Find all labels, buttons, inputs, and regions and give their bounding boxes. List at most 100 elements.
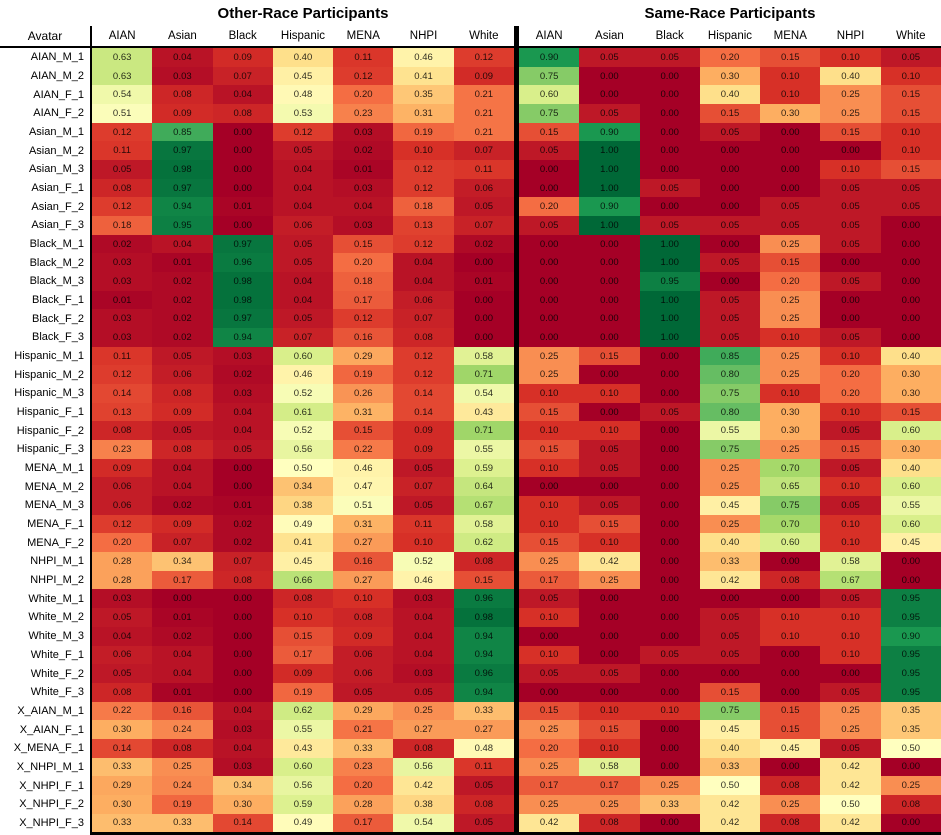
heatmap-cell-other-hispanic: 0.04 [272,272,334,291]
heatmap-row-black_m_2: Black_M_2 0.03 0.01 0.96 0.05 0.20 0.04 0.00 0.0… [0,253,941,273]
heatmap-cell-same-asian: 0.15 [579,720,640,739]
heatmap-cell-same-aian: 0.10 [519,608,580,627]
row-label: MENA_F_2 [27,536,84,549]
heatmap-cell-same-nhpi: 0.50 [820,794,881,814]
heatmap-cell-other-aian: 0.05 [92,664,153,683]
heatmap-cell-same-mena: 0.00 [760,757,821,777]
heatmap-cell-same-nhpi: 0.00 [820,290,881,310]
heatmap-cell-other-white: 0.33 [453,701,514,721]
section-other-race: 0.14 0.08 0.03 0.52 0.26 0.14 0.54 [92,384,514,403]
heatmap-cell-same-hispanic: 0.15 [699,682,761,702]
heatmap-cell-other-black: 0.02 [212,365,273,385]
heatmap-cell-same-mena: 0.05 [760,197,821,217]
column-header-other-aian: AIAN [108,30,136,42]
heatmap-cell-same-asian: 0.00 [579,608,640,627]
section-same-race: 0.15 0.10 0.10 0.75 0.15 0.25 0.35 [519,701,941,721]
heatmap-cell-other-mena: 0.20 [333,776,394,795]
heatmap-cell-same-black: 0.00 [639,720,700,739]
heatmap-cell-other-aian: 0.54 [92,85,153,105]
divider-between-sections [514,552,519,571]
row-label: NHPI_M_1 [30,555,84,568]
column-headers-same-race: AIAN Asian Black Hispanic MENA NHPI White [519,26,941,46]
column-header-same-asian: Asian [595,30,624,42]
divider-after-labels [90,477,92,497]
heatmap-cell-other-asian: 0.95 [152,216,213,235]
heatmap-cell-other-black: 0.00 [212,216,273,235]
heatmap-cell-same-black: 0.95 [639,272,700,291]
row-label: White_F_3 [30,686,84,699]
heatmap-cell-same-black: 0.00 [639,682,700,702]
heatmap-cell-same-mena: 0.65 [760,477,821,497]
heatmap-cell-same-hispanic: 0.05 [699,216,761,235]
heatmap-cell-same-aian: 0.15 [519,701,580,721]
heatmap-cell-other-mena: 0.20 [333,85,394,105]
heatmap-cell-other-hispanic: 0.07 [272,328,334,347]
heatmap-row-asian_f_2: Asian_F_2 0.12 0.94 0.01 0.04 0.04 0.18 0.05 0.2… [0,197,941,217]
heatmap-cell-other-black: 0.03 [212,346,273,366]
heatmap-row-asian_m_2: Asian_M_2 0.11 0.97 0.00 0.05 0.02 0.10 0.07 0.0… [0,141,941,161]
heatmap-cell-other-mena: 0.17 [333,813,394,833]
heatmap-cell-other-asian: 0.94 [152,197,213,217]
heatmap-cell-other-black: 0.04 [212,85,273,105]
heatmap-cell-other-white: 0.00 [453,309,514,329]
heatmap-cell-same-asian: 0.00 [579,66,640,86]
heatmap-cell-other-white: 0.48 [453,738,514,758]
heatmap-cell-other-hispanic: 0.10 [272,608,334,627]
heatmap-cell-other-mena: 0.08 [333,608,394,627]
heatmap-cell-other-mena: 0.16 [333,552,394,571]
heatmap-cell-other-white: 0.59 [453,458,514,478]
heatmap-cell-same-aian: 0.00 [519,309,580,329]
section-other-race: 0.04 0.02 0.00 0.15 0.09 0.04 0.94 [92,626,514,646]
heatmap-cell-same-aian: 0.05 [519,141,580,161]
heatmap-cell-other-asian: 0.85 [152,122,213,142]
heatmap-cell-same-asian: 0.05 [579,458,640,478]
heatmap-cell-same-black: 0.00 [639,496,700,515]
heatmap-cell-other-black: 0.34 [212,776,273,795]
heatmap-cell-other-hispanic: 0.52 [272,384,334,403]
heatmap-cell-other-aian: 0.51 [92,104,153,123]
heatmap-cell-same-white: 0.60 [880,421,941,441]
divider-after-labels [90,776,92,795]
divider-after-labels [90,160,92,179]
divider-after-labels [90,328,92,347]
heatmap-cell-same-hispanic: 0.05 [699,626,761,646]
heatmap-cell-other-mena: 0.21 [333,720,394,739]
row-label: X_NHPI_M_1 [16,760,84,773]
heatmap-row-black_f_1: Black_F_1 0.01 0.02 0.98 0.04 0.17 0.06 0.00 0.0… [0,290,941,310]
heatmap-cell-other-black: 0.97 [212,234,273,254]
heatmap-row-black_m_3: Black_M_3 0.03 0.02 0.98 0.04 0.18 0.04 0.01 0.0… [0,272,941,291]
heatmap-cell-same-hispanic: 0.33 [699,552,761,571]
heatmap-cell-same-white: 0.30 [880,384,941,403]
heatmap-cell-same-hispanic: 0.75 [699,440,761,459]
heatmap-cell-other-hispanic: 0.05 [272,309,334,329]
heatmap-cell-same-nhpi: 0.05 [820,738,881,758]
heatmap-cell-same-hispanic: 0.00 [699,160,761,179]
heatmap-cell-other-aian: 0.03 [92,309,153,329]
divider-after-labels [90,141,92,161]
heatmap-cell-same-hispanic: 0.30 [699,66,761,86]
heatmap-cell-same-mena: 0.00 [760,645,821,665]
heatmap-row-aian_f_1: AIAN_F_1 0.54 0.08 0.04 0.48 0.20 0.35 0.21 0.60… [0,85,941,105]
heatmap-cell-other-black: 0.04 [212,738,273,758]
heatmap-cell-same-black: 0.00 [639,440,700,459]
heatmap-cell-other-aian: 0.14 [92,384,153,403]
heatmap-cell-other-black: 0.00 [212,682,273,702]
section-other-race: 0.18 0.95 0.00 0.06 0.03 0.13 0.07 [92,216,514,235]
section-other-race: 0.12 0.94 0.01 0.04 0.04 0.18 0.05 [92,197,514,217]
section-same-race: 0.10 0.00 0.05 0.05 0.00 0.10 0.95 [519,645,941,665]
heatmap-cell-other-white: 0.71 [453,421,514,441]
divider-after-labels [90,253,92,273]
heatmap-cell-other-aian: 0.12 [92,514,153,534]
heatmap-cell-other-aian: 0.14 [92,738,153,758]
column-headers-other-race: AIAN Asian Black Hispanic MENA NHPI White [92,26,514,46]
heatmap-cell-same-white: 0.10 [880,66,941,86]
heatmap-cell-other-black: 0.04 [212,402,273,422]
heatmap-cell-same-nhpi: 0.10 [820,477,881,497]
divider-between-sections [514,813,519,833]
divider-between-sections [514,216,519,235]
heatmap-cell-other-aian: 0.63 [92,48,153,67]
heatmap-cell-other-mena: 0.03 [333,178,394,198]
heatmap-cell-same-aian: 0.42 [519,813,580,833]
heatmap-cell-same-asian: 1.00 [579,178,640,198]
section-same-race: 0.17 0.17 0.25 0.50 0.08 0.42 0.25 [519,776,941,795]
